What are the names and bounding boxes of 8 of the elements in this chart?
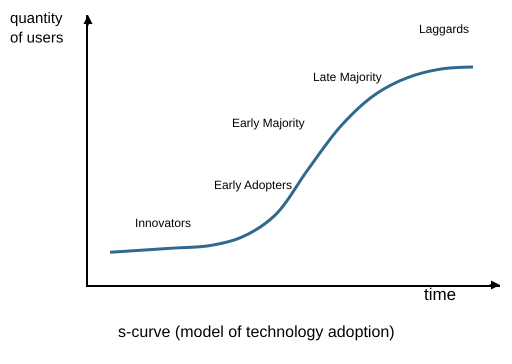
text: s-curve (model of technology adoption) xyxy=(118,324,395,341)
annotation: Late Majority xyxy=(313,70,382,84)
annotation: Early Majority xyxy=(232,116,305,130)
annotation: Early Adopters xyxy=(214,178,292,192)
annotation: Innovators xyxy=(135,216,192,230)
x-axis-title: time xyxy=(424,285,456,304)
text: Laggards xyxy=(419,22,470,36)
y-axis-title: quantity of users xyxy=(10,10,64,46)
